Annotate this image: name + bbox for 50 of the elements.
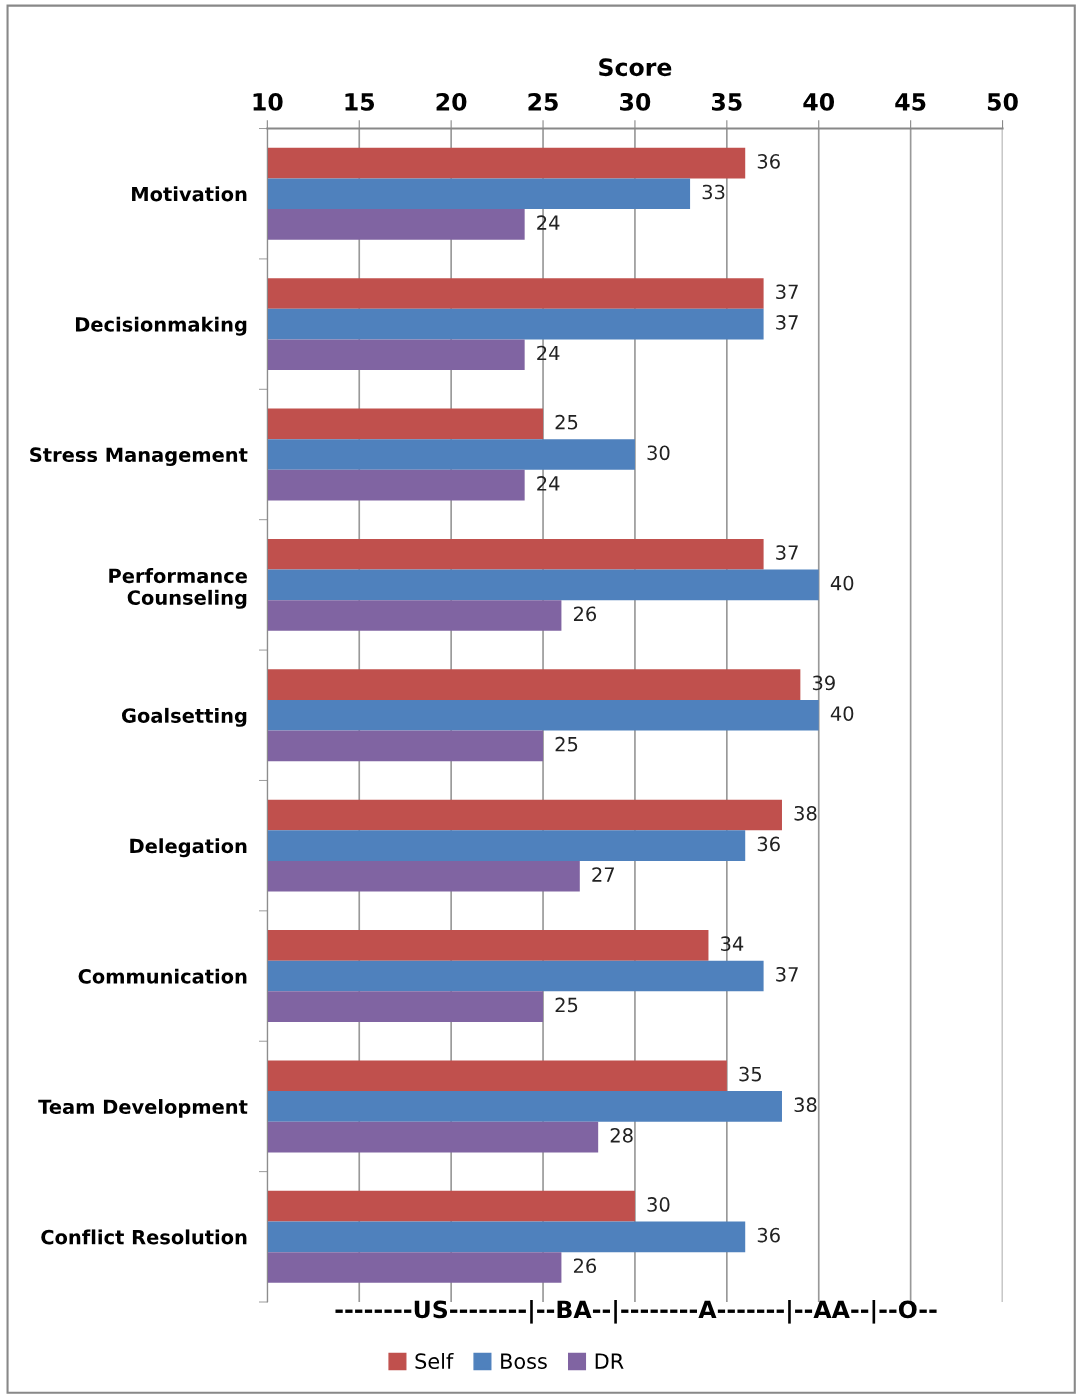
data-label: 37 <box>776 284 798 300</box>
data-label: 37 <box>776 545 798 560</box>
data-label: 25 <box>555 414 578 430</box>
y-tick-label: Goalsetting <box>121 707 247 727</box>
legend-label: Self <box>415 1352 454 1370</box>
y-tick-label: Communication <box>78 968 247 984</box>
x-tick-label: 50 <box>987 92 1018 111</box>
x-tick-label: 20 <box>436 92 467 111</box>
data-label: 34 <box>721 936 744 952</box>
data-label: 35 <box>739 1066 761 1082</box>
data-label: 24 <box>537 476 560 491</box>
data-label: 30 <box>647 1197 670 1212</box>
y-tick-label: Decisionmaking <box>75 316 247 336</box>
y-tick-label: Stress Management <box>30 447 248 466</box>
data-label: 38 <box>794 1097 817 1113</box>
data-label: 39 <box>812 675 835 691</box>
data-label: 28 <box>610 1128 633 1143</box>
x-tick-label: 30 <box>620 92 651 111</box>
y-tick-label: Team Development <box>38 1099 248 1118</box>
data-label: 24 <box>537 345 560 361</box>
x-tick-label: 40 <box>803 92 835 111</box>
data-label: 30 <box>647 445 670 461</box>
data-label: 40 <box>830 706 854 721</box>
data-label: 40 <box>830 575 854 591</box>
x-axis-title: Score <box>599 58 672 77</box>
y-tick-label: Performance Counseling <box>109 568 247 609</box>
legend-label: DR <box>595 1353 624 1369</box>
data-label: 25 <box>555 736 578 752</box>
annotation: --------US--------|--BA--|--------A-------|--AA--|--O-- <box>335 1299 937 1324</box>
data-label: 37 <box>776 966 798 982</box>
legend-label: Boss <box>501 1353 547 1370</box>
x-tick-label: 35 <box>711 92 742 111</box>
data-label: 27 <box>592 867 614 882</box>
x-tick-label: 45 <box>895 93 926 111</box>
x-tick-label: 10 <box>253 92 283 111</box>
data-label: 38 <box>794 805 817 821</box>
data-label: 25 <box>555 997 578 1013</box>
data-label: 36 <box>757 154 780 169</box>
x-tick-label: 25 <box>528 92 558 111</box>
data-label: 36 <box>757 1227 780 1243</box>
x-tick-label: 15 <box>345 93 375 111</box>
data-label: 36 <box>757 836 780 852</box>
data-label: 37 <box>776 315 798 330</box>
data-label: 26 <box>573 606 597 622</box>
data-label: 26 <box>573 1258 597 1274</box>
y-tick-label: Motivation <box>132 186 247 202</box>
data-label: 33 <box>702 184 725 200</box>
y-tick-label: Delegation <box>130 838 247 858</box>
data-label: 24 <box>537 215 560 230</box>
y-tick-label: Conflict Resolution <box>41 1229 247 1245</box>
